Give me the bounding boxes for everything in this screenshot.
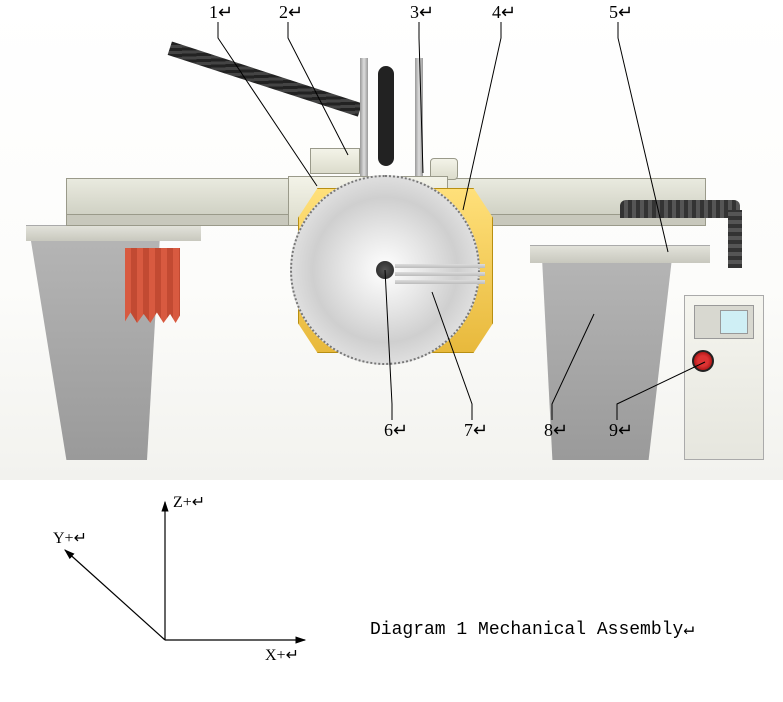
axis-x-label: X+↵ — [265, 645, 299, 665]
rod-2 — [395, 272, 485, 276]
vertical-rail-left — [360, 58, 368, 178]
axis-z-label: Z+↵ — [173, 492, 205, 512]
right-bed — [530, 245, 710, 263]
cable-chain-right-top — [620, 200, 740, 218]
assembly-diagram: 1↵ 2↵ 3↵ 4↵ 5↵ 6↵ 7↵ 8↵ 9↵ — [0, 0, 783, 480]
callout-9: 9↵ — [609, 420, 633, 441]
callout-3: 3↵ — [410, 2, 434, 23]
callout-7: 7↵ — [464, 420, 488, 441]
emergency-stop — [692, 350, 714, 372]
callout-1: 1↵ — [209, 2, 233, 23]
cable-chain-right-side — [728, 210, 742, 268]
blade-hub — [376, 261, 394, 279]
callout-2: 2↵ — [279, 2, 303, 23]
motor-top — [310, 148, 360, 174]
callout-5: 5↵ — [609, 2, 633, 23]
vertical-rail-right — [415, 58, 423, 178]
rod-3 — [395, 280, 485, 284]
control-display — [720, 310, 748, 334]
protective-curtain — [125, 248, 180, 323]
coordinate-axes: X+↵ Z+↵ Y+↵ — [45, 490, 345, 690]
axis-y-label: Y+↵ — [53, 528, 87, 548]
callout-6: 6↵ — [384, 420, 408, 441]
callout-4: 4↵ — [492, 2, 516, 23]
cable-chain-top — [168, 42, 363, 117]
rod-1 — [395, 264, 485, 268]
callout-8: 8↵ — [544, 420, 568, 441]
left-bed — [26, 225, 201, 241]
diagram-caption: Diagram 1 Mechanical Assembly↵ — [370, 618, 694, 640]
vertical-hose — [378, 66, 394, 166]
